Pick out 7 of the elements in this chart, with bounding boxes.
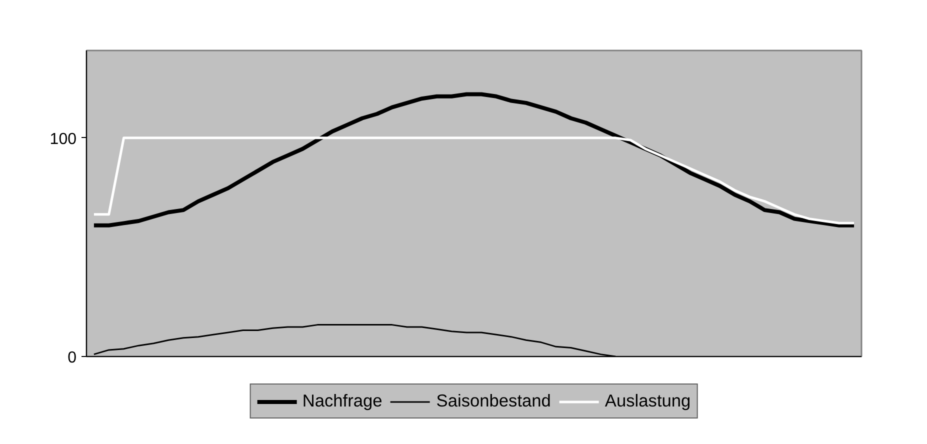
y-tick-label: 0 [68,350,77,366]
line-series [92,92,856,228]
line-series [92,136,856,224]
y-tick-label: 100 [50,130,77,148]
legend-label: Nachfrage [302,390,382,412]
legend-label: Auslastung [604,390,691,412]
legend-label: Saisonbestand [436,390,551,412]
